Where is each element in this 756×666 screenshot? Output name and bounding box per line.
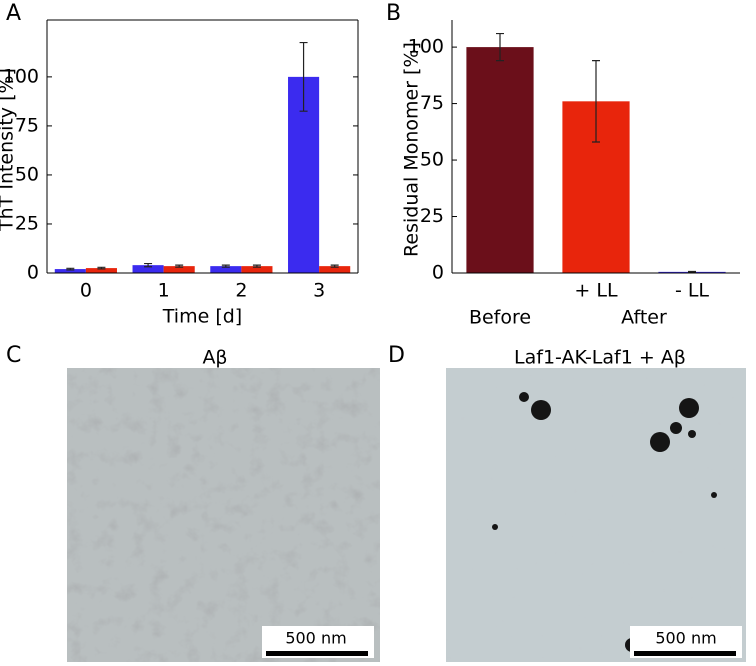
bar [163, 266, 195, 273]
y-tick-label: 50 [15, 163, 39, 185]
panel-letter: D [388, 343, 405, 368]
bar [466, 47, 534, 273]
x-tick-label: + LL [574, 280, 618, 302]
scale-label: 500 nm [655, 629, 716, 648]
y-tick-label: 100 [3, 65, 39, 87]
error-bar [97, 266, 106, 270]
image-title: Aβ [202, 347, 227, 369]
bar [54, 269, 86, 273]
scale-bar [634, 651, 736, 656]
image-title: Laf1-AK-Laf1 + Aβ [514, 347, 686, 369]
bar [85, 268, 117, 273]
error-bar [144, 262, 153, 268]
panel-letter: A [6, 1, 21, 26]
x-tick-label: 3 [313, 280, 325, 302]
group-label: After [621, 307, 667, 329]
bar [210, 266, 242, 273]
particles [492, 392, 717, 652]
panel-letter: C [6, 343, 21, 368]
error-bar [688, 270, 696, 273]
error-bar [221, 264, 230, 268]
y-tick-label: 100 [408, 36, 444, 58]
bar [132, 265, 164, 273]
y-tick-label: 25 [420, 205, 444, 227]
y-tick-label: 75 [420, 92, 444, 114]
x-tick-label: 2 [235, 280, 247, 302]
error-bar [592, 60, 600, 143]
error-bar [496, 32, 504, 62]
error-bar [252, 264, 261, 268]
bar [241, 266, 273, 273]
scale-bar [266, 651, 368, 656]
micrograph-texture [67, 368, 380, 662]
y-tick-label: 75 [15, 114, 39, 136]
y-tick-label: 0 [27, 262, 39, 284]
x-tick-label: 0 [80, 280, 92, 302]
y-axis-label: Residual Monomer [%] [401, 42, 423, 257]
micrograph-texture [446, 368, 746, 662]
error-bar [66, 267, 75, 271]
error-bar [330, 264, 339, 268]
bar [319, 266, 351, 273]
y-tick-label: 50 [420, 149, 444, 171]
x-tick-label: - LL [675, 280, 709, 302]
x-axis-label: Time [d] [162, 306, 242, 328]
panel-letter: B [386, 1, 401, 26]
y-axis-label: ThT Intensity [%] [0, 68, 18, 232]
x-tick-label: Before [469, 307, 531, 329]
x-tick-label: 1 [158, 280, 170, 302]
scale-label: 500 nm [285, 629, 346, 648]
error-bar [299, 41, 308, 112]
error-bar [175, 264, 184, 268]
y-tick-label: 0 [432, 262, 444, 284]
y-tick-label: 25 [15, 212, 39, 234]
